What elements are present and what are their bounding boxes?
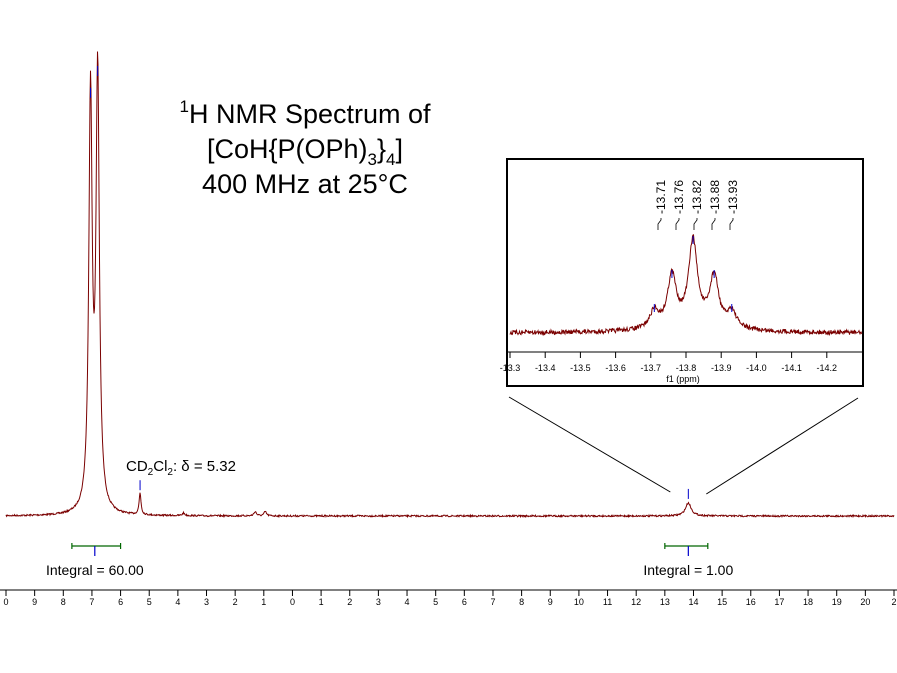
inset-x-axis: -13.3 -13.4 -13.5 -13.6 -13.7 -13.8 -13.9 -14.0… [500,351,862,373]
title-superscript: 1 [179,97,188,116]
inset-spectrum-trace [509,234,863,337]
main-x-tick-label-24: 14 [688,597,698,607]
inset-x-tick-label-2: -13.5 [570,363,591,373]
main-x-tick-label-0: 0 [3,597,8,607]
inset-peak-label-0: -13.71 [654,180,668,214]
inset-spectrum [509,234,863,337]
zoom-line-right [706,397,859,495]
inset-x-tick-label-0: -13.3 [500,363,521,373]
main-x-tick-label-14: 4 [405,597,410,607]
main-x-tick-label-3: 7 [89,597,94,607]
inset-x-tick-label-4: -13.7 [641,363,662,373]
main-x-tick-label-23: 13 [660,597,670,607]
inset-expansion: -13.71 -13.76 -13.82 -13.88 -13.93 -13.3 -13.… [500,158,864,387]
main-x-tick-label-20: 10 [574,597,584,607]
inset-peak-label-2: -13.82 [690,180,704,214]
chart-title-line1: 1H NMR Spectrum of [179,97,431,129]
chart-title-line2: [CoH{P(OPh)3}4] [207,134,403,169]
main-x-tick-label-25: 15 [717,597,727,607]
inset-peak-leader-2 [693,218,698,230]
main-x-tick-label-7: 3 [204,597,209,607]
main-x-tick-label-16: 6 [462,597,467,607]
solvent-sub1: 2 [148,467,154,478]
solvent-c: : δ = 5.32 [173,458,236,475]
inset-x-tick-label-6: -13.9 [711,363,732,373]
title-formula-c: ] [396,134,404,164]
main-x-tick-label-31: 2 [891,597,896,607]
inset-peak-label-1: -13.76 [672,180,686,214]
main-x-tick-label-5: 5 [147,597,152,607]
main-x-tick-label-15: 5 [433,597,438,607]
inset-peak-label-4: -13.93 [726,180,740,214]
main-x-tick-label-11: 1 [319,597,324,607]
title-formula-sub2: 4 [386,150,395,169]
title-line1-text: H NMR Spectrum of [189,99,431,129]
chart-title-line3: 400 MHz at 25°C [202,169,408,199]
title-formula-b: } [377,134,386,164]
main-x-tick-label-27: 17 [774,597,784,607]
inset-peak-label-3: -13.88 [708,180,722,214]
inset-frame [506,158,864,387]
main-x-tick-label-12: 2 [347,597,352,607]
solvent-label: CD2Cl2: δ = 5.32 [126,458,236,478]
main-x-tick-label-1: 9 [32,597,37,607]
main-x-tick-label-2: 8 [61,597,66,607]
inset-peak-leader-0 [657,218,662,230]
solvent-b: Cl [153,458,167,475]
inset-x-axis-label: f1 (ppm) [666,374,700,384]
inset-x-tick-label-9: -14.2 [817,363,838,373]
solvent-sub2: 2 [167,467,173,478]
integral-label-0: Integral = 60.00 [46,562,144,578]
zoom-line-left [508,396,671,493]
title-formula-sub1: 3 [368,150,377,169]
main-x-tick-label-4: 6 [118,597,123,607]
inset-peak-leader-4 [729,218,734,230]
main-x-tick-label-6: 4 [175,597,180,607]
main-x-tick-label-10: 0 [290,597,295,607]
main-spectrum [5,51,895,519]
main-x-tick-label-22: 12 [631,597,641,607]
main-x-tick-label-8: 2 [233,597,238,607]
inset-peak-leader-3 [711,218,716,230]
inset-peak-leader-1 [675,218,680,230]
integral-label-1: Integral = 1.00 [643,562,733,578]
inset-x-tick-label-3: -13.6 [605,363,626,373]
solvent-a: CD [126,458,148,475]
main-x-tick-label-18: 8 [519,597,524,607]
main-x-tick-label-30: 20 [860,597,870,607]
main-x-tick-label-21: 11 [603,597,612,607]
main-x-tick-label-17: 7 [490,597,495,607]
inset-peak-labels: -13.71 -13.76 -13.82 -13.88 -13.93 [653,180,740,312]
title-formula-a: [CoH{P(OPh) [207,134,368,164]
main-x-tick-label-13: 3 [376,597,381,607]
main-peak-markers [90,66,689,499]
main-x-tick-label-28: 18 [803,597,813,607]
main-x-tick-label-9: 1 [261,597,266,607]
inset-x-tick-label-8: -14.1 [781,363,802,373]
integrals: Integral = 60.00 Integral = 1.00 [46,543,733,578]
zoom-connector-lines [508,396,859,495]
main-x-tick-label-29: 19 [832,597,842,607]
inset-x-tick-label-7: -14.0 [746,363,767,373]
inset-x-tick-label-5: -13.8 [676,363,697,373]
main-x-tick-label-19: 9 [548,597,553,607]
main-x-axis: 0 9 8 7 6 5 4 3 2 1 0 1 2 3 4 5 6 7 8 9 10 11 12 13 14 15 16 17 18 19… [0,589,897,607]
main-x-tick-label-26: 16 [746,597,756,607]
inset-x-tick-label-1: -13.4 [535,363,556,373]
main-spectrum-trace [5,51,895,519]
